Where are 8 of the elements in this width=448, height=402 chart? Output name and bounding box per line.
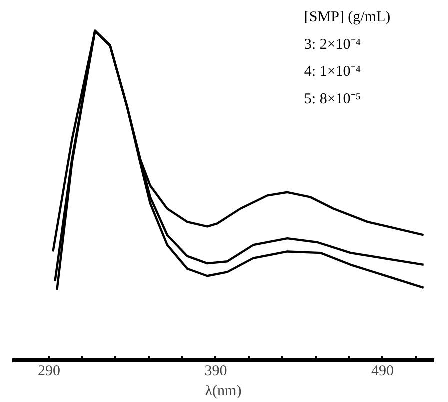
annotation: 4: 1×10⁻⁴ xyxy=(304,64,362,80)
x-tick-label: 390 xyxy=(204,364,228,380)
x-axis-title: λ(nm) xyxy=(205,384,242,400)
annotation: 5: 8×10⁻⁵ xyxy=(304,92,362,108)
text: [SMP] (g/mL) xyxy=(304,9,391,26)
annotation: 3: 2×10⁻⁴ xyxy=(304,36,362,53)
x-tick-label: 490 xyxy=(372,364,394,380)
x-tick-label: 290 xyxy=(38,364,60,380)
